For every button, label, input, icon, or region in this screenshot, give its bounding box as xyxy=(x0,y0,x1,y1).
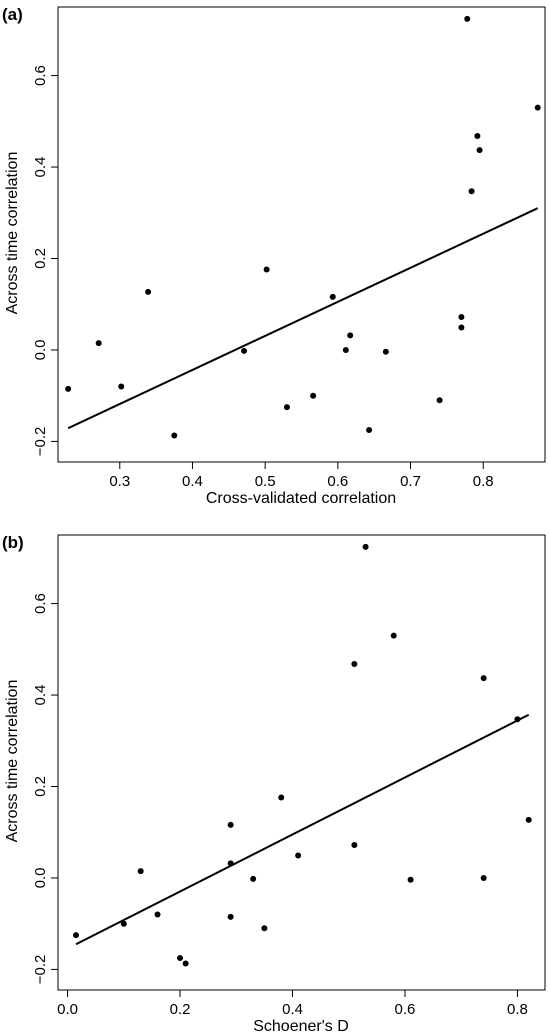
panel-a-data-point xyxy=(342,346,349,353)
panel-a-data-point xyxy=(366,426,373,433)
panel-a-label: (a) xyxy=(2,5,23,24)
panel-a-ylabel: Across time correlation xyxy=(4,152,21,315)
panel-b-data-point xyxy=(261,925,268,932)
panel-a-data-point xyxy=(534,104,541,111)
panel-a-data-point xyxy=(283,404,290,411)
panel-a-data-point xyxy=(65,385,72,392)
panel-a-x-tick-label: 0.5 xyxy=(255,473,276,490)
panel-b-data-point xyxy=(295,852,302,859)
panel-a-y-tick-label: −0.2 xyxy=(32,427,49,457)
panel-a-data-point xyxy=(329,293,336,300)
panel-a-plot-frame xyxy=(57,6,546,463)
panel-a-data-point xyxy=(118,383,125,390)
panel-a-x-tick-label: 0.6 xyxy=(327,473,348,490)
panel-b-x-tick-label: 0.0 xyxy=(57,1001,78,1018)
panel-a-data-point xyxy=(347,332,354,339)
panel-a-y-tick-label: 0.0 xyxy=(32,340,49,361)
panel-b-data-point xyxy=(154,911,161,918)
panel-a-data-point xyxy=(474,132,481,139)
panel-b-data-point xyxy=(362,543,369,550)
panel-b-label: (b) xyxy=(2,533,24,552)
panel-a-data-point xyxy=(95,340,102,347)
panel-a-data-point xyxy=(436,397,443,404)
panel-a: (a) Cross-validated correlation Across t… xyxy=(2,5,546,507)
panel-a-data-point xyxy=(171,432,178,439)
panel-b-plot-frame xyxy=(57,534,546,991)
panel-a-y-tick-label: 0.6 xyxy=(32,65,49,86)
panel-a-data-point xyxy=(382,348,389,355)
panel-b-data-point xyxy=(177,954,184,961)
panel-b-data-point xyxy=(227,860,234,867)
panel-b-regression-line xyxy=(75,713,530,946)
panel-b-data-point xyxy=(137,868,144,875)
panel-b-ylabel: Across time correlation xyxy=(4,680,21,843)
panel-b-y-tick-label: 0.0 xyxy=(32,868,49,889)
panel-b-data-point xyxy=(407,876,414,883)
panel-b-y-tick-label: 0.4 xyxy=(32,685,49,706)
panel-b-data-point xyxy=(250,875,257,882)
panel-b-data-point xyxy=(227,913,234,920)
panel-a-x-tick-label: 0.8 xyxy=(473,473,494,490)
panel-b-data-point xyxy=(480,874,487,881)
panel-a-data-point xyxy=(468,188,475,195)
panel-b-data-point xyxy=(351,660,358,667)
panel-a-xlabel: Cross-validated correlation xyxy=(206,490,396,507)
panel-b-x-tick-label: 0.6 xyxy=(395,1001,416,1018)
panel-b-xlabel: Schoener's D xyxy=(253,1018,349,1034)
panel-b-x-tick-label: 0.8 xyxy=(507,1001,528,1018)
panel-a-data-point xyxy=(263,266,270,273)
panel-b-data-point xyxy=(227,821,234,828)
panel-a-data-point xyxy=(241,347,248,354)
panel-a-data-point xyxy=(458,314,465,321)
panel-a-regression-line xyxy=(67,207,539,430)
panel-a-data-point xyxy=(458,324,465,331)
panel-b-data-point xyxy=(480,675,487,682)
panel-a-y-tick-label: 0.4 xyxy=(32,157,49,178)
panel-b-y-tick-label: 0.6 xyxy=(32,593,49,614)
panel-b-x-tick-label: 0.2 xyxy=(170,1001,191,1018)
panel-b-data-point xyxy=(525,816,532,823)
panel-b-data-point xyxy=(390,632,397,639)
panel-b-y-tick-label: −0.2 xyxy=(32,955,49,985)
panel-b-y-tick-label: 0.2 xyxy=(32,776,49,797)
panel-b-data-point xyxy=(278,794,285,801)
panel-a-data-point xyxy=(145,288,152,295)
panel-a-data-point xyxy=(310,392,317,399)
panel-b-data-point xyxy=(182,960,189,967)
panel-b-data-point xyxy=(351,842,358,849)
panel-b-data-point xyxy=(120,920,127,927)
panel-a-y-tick-label: 0.2 xyxy=(32,248,49,269)
panel-b-data-point xyxy=(514,716,521,723)
panel-b-x-tick-label: 0.4 xyxy=(282,1001,303,1018)
panel-a-x-tick-label: 0.3 xyxy=(109,473,130,490)
panel-a-x-tick-label: 0.4 xyxy=(182,473,203,490)
panel-b-data-point xyxy=(72,932,79,939)
panel-a-data-point xyxy=(476,147,483,154)
panel-a-data-point xyxy=(464,15,471,22)
panel-a-x-tick-label: 0.7 xyxy=(400,473,421,490)
panel-b: (b) Schoener's D Across time correlation… xyxy=(2,533,546,1034)
